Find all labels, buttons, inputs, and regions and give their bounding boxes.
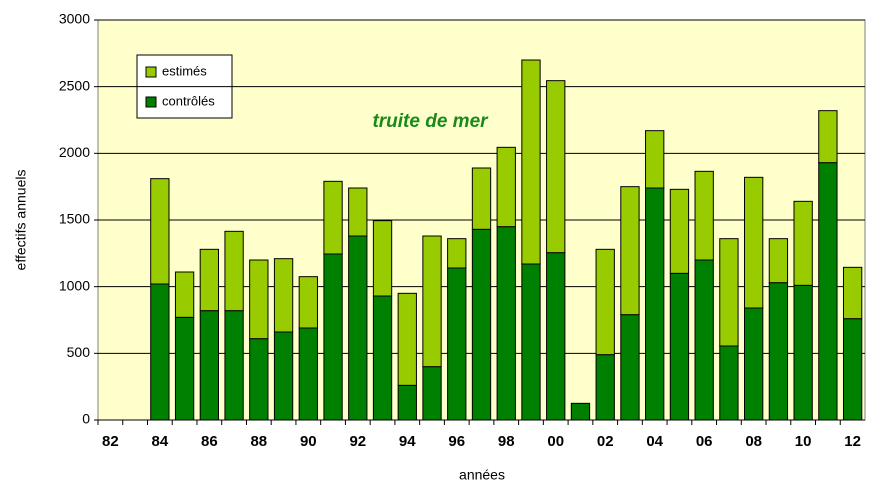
bar-segment [323,253,343,421]
bar-segment [471,228,492,421]
x-tick-label: 02 [597,433,614,450]
bar-segment [645,130,665,189]
y-tick-label: 0 [82,411,90,427]
bar-segment [620,186,640,316]
y-axis-label: effectifs annuels [13,170,29,271]
bar-segment [842,318,863,421]
bar-segment [669,272,690,421]
bar-segment [719,238,739,347]
x-tick-label: 88 [250,433,267,450]
bar-segment [595,354,615,421]
legend-label: contrôlés [162,93,215,108]
bar-segment [224,230,244,312]
bar-segment [496,226,516,421]
bar-segment [174,271,195,318]
bar-segment [842,266,863,320]
y-tick-label: 2000 [59,144,90,160]
bar-segment [768,238,789,284]
bar-segment [744,176,764,309]
bar-segment [422,366,442,421]
bar-segment [546,80,566,254]
bar-segment [694,170,714,261]
legend-label: estimés [162,63,207,78]
x-tick-label: 04 [646,433,663,450]
bar-segment [447,267,467,421]
bar-segment [818,110,838,164]
bar-segment [298,276,318,329]
bar-segment [471,167,492,230]
bar-segment [323,180,343,255]
bar-segment [595,248,615,356]
bar-segment [496,146,516,228]
bar-segment [521,59,541,265]
bar-segment [397,292,417,386]
y-tick-label: 500 [67,344,91,360]
bar-segment [174,316,195,421]
bar-segment [719,345,739,421]
legend-swatch [145,66,157,78]
bar-segment [768,282,789,421]
bar-segment [199,248,219,312]
bar-segment [348,187,368,237]
x-tick-label: 00 [547,433,564,450]
y-tick-label: 2500 [59,77,90,93]
bar-segment [570,402,591,421]
x-tick-label: 90 [300,433,317,450]
bar-segment [298,327,318,421]
x-tick-label: 10 [795,433,812,450]
bar-segment [620,314,640,421]
x-tick-label: 06 [696,433,713,450]
bar-segment [521,263,541,421]
bar-segment [793,284,813,421]
x-tick-label: 94 [399,433,416,450]
x-tick-label: 96 [448,433,465,450]
bar-segment [150,178,170,285]
x-axis-label: années [459,467,505,483]
bar-segment [348,235,368,421]
bar-segment [397,384,417,421]
bar-segment [744,307,764,421]
y-tick-label: 3000 [59,11,90,27]
y-tick-label: 1000 [59,277,90,293]
y-tick-label: 1500 [59,211,90,227]
x-tick-label: 86 [201,433,218,450]
x-tick-label: 98 [498,433,515,450]
bar-segment [249,259,269,340]
bar-segment [249,338,269,421]
bar-segment [694,259,714,421]
bar-segment [224,310,244,421]
bar-segment [273,258,294,333]
x-tick-label: 08 [745,433,762,450]
annotation: truite de mer [372,111,489,132]
bar-segment [273,331,294,421]
bar-segment [645,187,665,421]
legend-swatch [145,96,157,108]
x-tick-label: 82 [102,433,119,450]
bar-segment [422,235,442,368]
bar-segment [793,200,813,286]
bar-segment [372,220,393,297]
bar-segment [546,252,566,421]
bar-segment [372,295,393,421]
bar-segment [669,188,690,274]
bar-segment [199,310,219,421]
x-tick-label: 12 [844,433,861,450]
x-tick-label: 92 [349,433,366,450]
bar-segment [818,162,838,421]
x-tick-label: 84 [152,433,169,450]
bar-segment [150,283,170,421]
bar-segment [447,238,467,269]
